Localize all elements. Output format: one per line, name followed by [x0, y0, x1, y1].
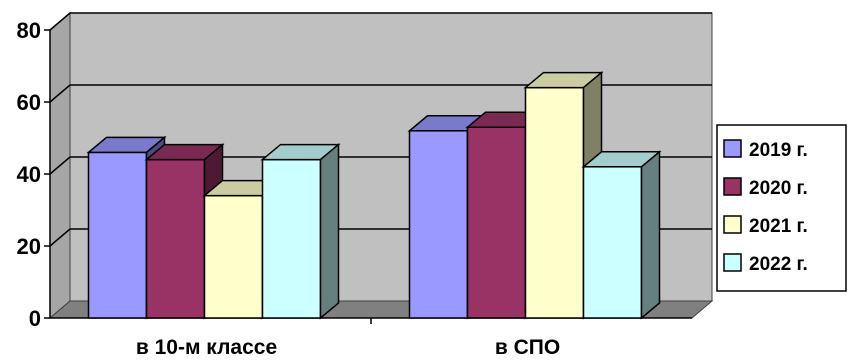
y-tick-label: 60 [17, 90, 41, 115]
legend-swatch [723, 139, 742, 158]
legend-label: 2020 г. [749, 178, 808, 199]
bar-front [87, 151, 148, 319]
legend-item: 2022 г. [723, 253, 808, 275]
gridline [49, 12, 712, 31]
bar [260, 142, 341, 320]
legend: 2019 г. 2020 г. 2021 г. 2022 г. [716, 124, 847, 292]
category-label: в 10-м классе [136, 336, 277, 359]
y-tick-labels: 0 20 40 60 80 [17, 18, 41, 331]
category-labels: в 10-м классе в СПО [136, 336, 560, 359]
legend-item: 2020 г. [723, 177, 808, 199]
bars [86, 70, 662, 320]
legend-swatch [723, 177, 742, 196]
legend-swatch [723, 215, 742, 234]
bar-side [319, 142, 340, 320]
gridline [49, 84, 712, 103]
y-tick-label: 40 [17, 162, 41, 187]
legend-label: 2021 г. [749, 216, 808, 237]
legend-item: 2019 г. [723, 139, 808, 161]
legend-item: 2021 г. [723, 215, 808, 237]
legend-swatch [723, 253, 742, 272]
legend-label: 2019 г. [749, 140, 808, 161]
bar-front [145, 158, 206, 319]
bar-front [203, 194, 264, 319]
bar-front [261, 158, 322, 319]
legend-label: 2022 г. [749, 254, 808, 275]
bar-front [408, 130, 469, 319]
category-label: в СПО [495, 336, 560, 359]
bar [581, 150, 662, 320]
bar-side [640, 150, 661, 320]
y-tick-label: 0 [29, 306, 41, 331]
y-tick-label: 80 [17, 18, 41, 43]
bar-front [582, 166, 643, 319]
y-tick-label: 20 [17, 234, 41, 259]
bar-front [524, 86, 585, 319]
bar-front [466, 126, 527, 319]
